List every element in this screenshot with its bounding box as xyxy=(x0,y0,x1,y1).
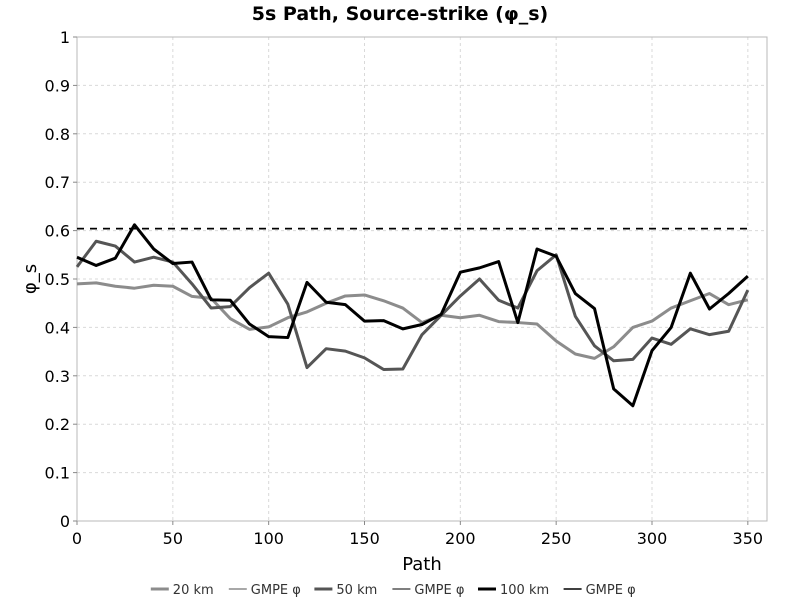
series-line-0 xyxy=(76,281,749,360)
grid xyxy=(76,36,767,522)
x-tick-label: 150 xyxy=(349,529,380,548)
legend: 20 km GMPE φ 50 km GMPE φ 100 km GMPE φ xyxy=(150,583,636,598)
y-tick-label: 0.3 xyxy=(45,367,70,386)
y-axis-label: φ_s xyxy=(20,264,41,294)
y-tick-label: 0.1 xyxy=(45,464,70,483)
x-tick-label: 50 xyxy=(163,529,183,548)
y-tick-label: 1 xyxy=(60,28,70,47)
y-tick-label: 0.7 xyxy=(45,173,70,192)
legend-label-4: 100 km xyxy=(500,583,549,598)
tick-labels: 0 50 100 150 200 250 300 350 0 0.1 0.2 0.3 0.4 0.5 0.6… xyxy=(45,28,764,548)
y-tick-label: 0 xyxy=(60,512,70,531)
y-tick-label: 0.8 xyxy=(45,125,70,144)
series-group xyxy=(75,223,750,408)
legend-label-0: 20 km xyxy=(173,583,214,598)
series-line-2 xyxy=(75,239,750,372)
x-tick-label: 100 xyxy=(253,529,284,548)
y-tick-label: 0.4 xyxy=(45,318,70,337)
legend-label-5: GMPE φ xyxy=(586,583,636,598)
x-tick-label: 300 xyxy=(637,529,668,548)
legend-label-2: 50 km xyxy=(336,583,377,598)
x-tick-label: 350 xyxy=(733,529,764,548)
legend-label-1: GMPE φ xyxy=(251,583,301,598)
series-line-4 xyxy=(76,223,749,408)
x-tick-label: 200 xyxy=(445,529,476,548)
legend-label-3: GMPE φ xyxy=(414,583,464,598)
x-tick-label: 0 xyxy=(72,529,82,548)
x-axis-label: Path xyxy=(402,554,442,575)
y-tick-label: 0.6 xyxy=(45,222,70,241)
y-tick-label: 0.2 xyxy=(45,415,70,434)
chart-title: 5s Path, Source-strike (φ_s) xyxy=(252,3,548,25)
y-tick-label: 0.9 xyxy=(45,76,70,95)
x-tick-label: 250 xyxy=(541,529,572,548)
y-tick-label: 0.5 xyxy=(45,270,70,289)
